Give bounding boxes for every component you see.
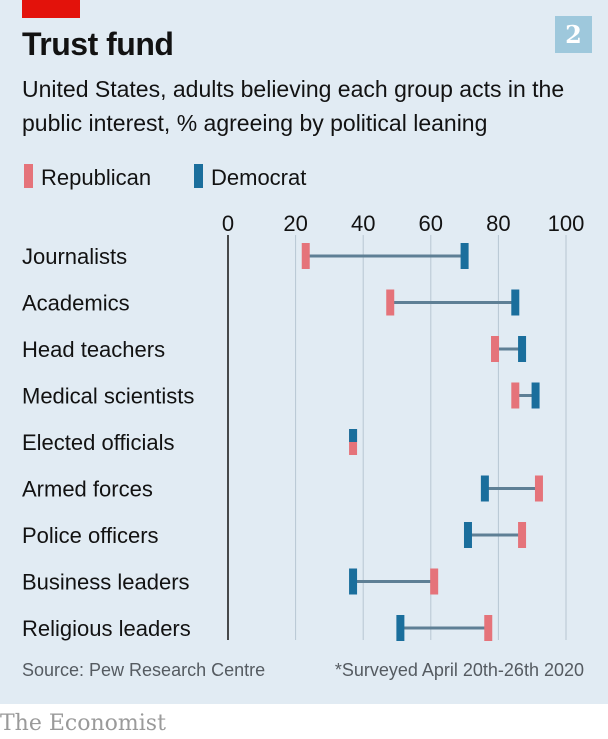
republican-marker [518,522,527,548]
chart-title: Trust fund [22,26,174,62]
dot-range-chart: Republican Democrat 0 20 40 60 80 100 Journalist… [22,164,585,641]
category-label: Business leaders [22,570,190,595]
democrat-marker [480,475,489,502]
democrat-marker [396,615,405,641]
republican-marker [534,475,543,502]
democrat-marker [349,429,358,442]
republican-marker [511,382,520,409]
chart-panel [0,0,608,704]
democrat-marker [531,382,540,409]
democrat-marker [460,243,469,269]
legend-label-democrat: Democrat [211,165,306,190]
category-label: Elected officials [22,430,174,455]
democrat-marker [349,568,358,595]
category-label: Head teachers [22,337,165,362]
x-tick-label: 60 [419,211,443,236]
category-label: Medical scientists [22,384,194,409]
x-tick-label: 40 [351,211,375,236]
legend-swatch-republican [24,164,33,188]
republican-marker [430,568,439,595]
survey-note: *Surveyed April 20th-26th 2020 [334,660,584,680]
x-tick-label: 80 [486,211,510,236]
chart-subtitle: United States, adults believing each gro… [22,76,565,136]
chart-number-badge: 2 [555,16,592,53]
category-label: Police officers [22,523,159,548]
category-label: Religious leaders [22,616,191,641]
legend-label-republican: Republican [41,165,151,190]
category-label: Academics [22,291,130,316]
category-label: Armed forces [22,477,153,502]
category-label: Journalists [22,244,127,269]
legend-swatch-democrat [194,164,203,188]
x-tick-label: 20 [283,211,307,236]
economist-logo-text: The Economist [0,711,166,736]
republican-marker [301,243,310,269]
democrat-marker [518,336,527,362]
democrat-marker [463,522,472,548]
x-tick-label: 0 [222,211,234,236]
x-tick-label: 100 [548,211,585,236]
republican-marker [386,289,395,316]
source-note: Source: Pew Research Centre [22,660,266,680]
republican-marker [491,336,500,362]
democrat-marker [511,289,520,316]
republican-marker [484,615,493,641]
brand-red-tag [22,0,80,18]
